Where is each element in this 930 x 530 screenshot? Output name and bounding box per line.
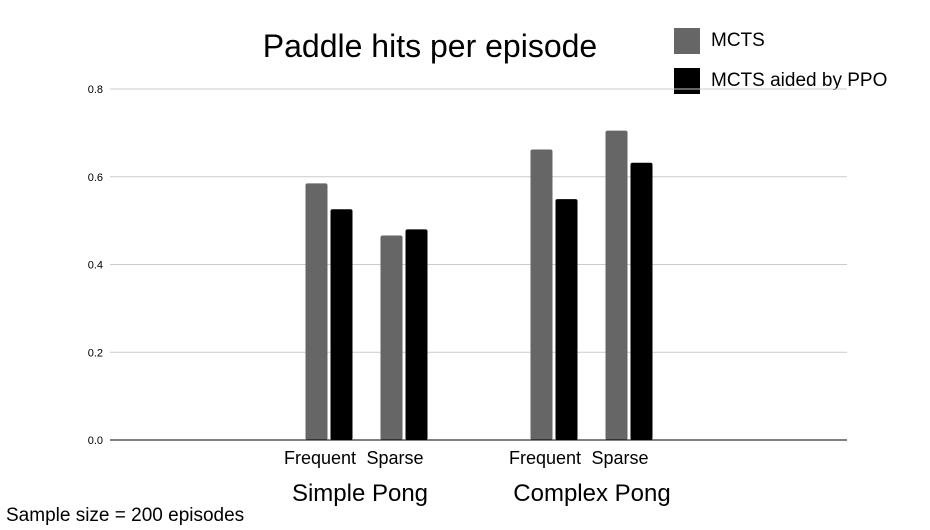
legend-swatch-mcts-ppo [674,68,700,94]
bar-s1-c0 [330,209,353,440]
bar-s0-c1 [380,235,403,440]
bar-s1-c1 [405,229,428,440]
legend-item-mcts: MCTS [674,28,887,54]
x-category-label-3: Sparse [591,448,648,468]
bar-s0-c2 [530,149,553,441]
y-tick-label-1: 0.2 [88,347,103,359]
sample-size-note: Sample size = 200 episodes [6,505,245,526]
x-category-label-1: Sparse [366,448,423,468]
legend-label-mcts: MCTS [711,30,765,51]
x-group-label-1: Complex Pong [513,480,670,507]
bar-s1-c2 [555,199,578,440]
y-tick-label-4: 0.8 [88,84,103,96]
legend: MCTS MCTS aided by PPO [674,28,887,108]
y-tick-label-3: 0.6 [88,172,103,184]
x-category-label-2: Frequent [509,448,581,468]
bar-s0-c3 [605,130,628,440]
legend-swatch-mcts [674,28,700,54]
chart-title: Paddle hits per episode [262,28,598,64]
x-group-label-0: Simple Pong [292,480,428,507]
x-category-label-0: Frequent [284,448,356,468]
legend-item-mcts-ppo: MCTS aided by PPO [674,68,887,94]
legend-label-mcts-ppo: MCTS aided by PPO [711,70,888,91]
bar-s1-c3 [630,162,653,440]
y-tick-label-0: 0.0 [88,435,103,447]
y-tick-label-2: 0.4 [88,260,103,272]
bar-s0-c0 [305,183,328,441]
